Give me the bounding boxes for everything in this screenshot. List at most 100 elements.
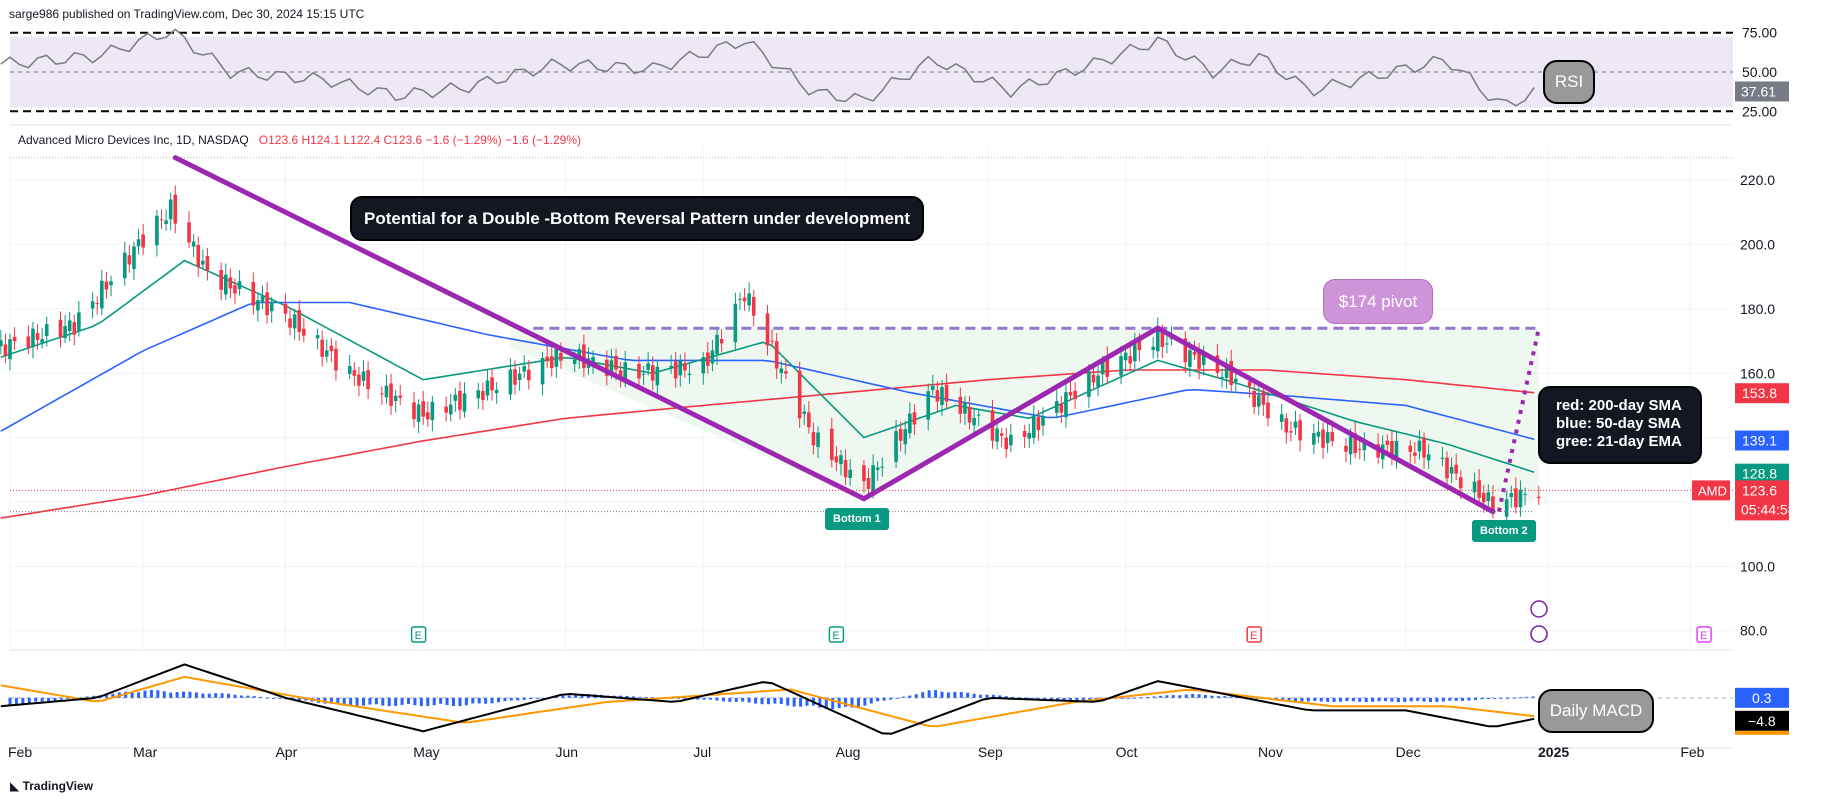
pattern-trend-line bbox=[172, 155, 867, 502]
macd-histogram-bar bbox=[1139, 697, 1143, 699]
macd-histogram-bar bbox=[850, 697, 854, 708]
candle-body bbox=[875, 467, 880, 470]
macd-histogram-bar bbox=[1454, 697, 1458, 701]
macd-histogram-bar bbox=[252, 696, 256, 698]
macd-histogram-bar bbox=[805, 697, 809, 706]
candle-body bbox=[999, 433, 1004, 436]
macd-histogram-bar bbox=[413, 697, 417, 706]
candle-body bbox=[1514, 488, 1518, 508]
candle-body bbox=[618, 370, 623, 378]
candle-body bbox=[1059, 403, 1064, 413]
candle-body bbox=[1289, 431, 1293, 433]
ohlc-values: O123.6 H124.1 L122.4 C123.6 −1.6 (−1.29%… bbox=[258, 133, 581, 147]
candle-body bbox=[701, 357, 706, 374]
candle-body bbox=[848, 469, 852, 478]
candle-body bbox=[228, 277, 233, 289]
macd-histogram-bar bbox=[79, 697, 83, 699]
macd-histogram-bar bbox=[754, 697, 758, 704]
macd-histogram-bar bbox=[509, 697, 513, 701]
candle-body bbox=[1325, 432, 1330, 444]
candle-body bbox=[1293, 421, 1298, 428]
macd-histogram-bar bbox=[1313, 697, 1317, 701]
earnings-icon bbox=[410, 626, 427, 643]
candle-body bbox=[797, 370, 802, 419]
macd-histogram-bar bbox=[535, 697, 539, 699]
candle-body bbox=[834, 456, 839, 463]
earnings-icon-label: E bbox=[1700, 630, 1707, 642]
candle-body bbox=[1408, 445, 1413, 452]
candle-body bbox=[490, 377, 494, 391]
candle-body bbox=[494, 389, 499, 394]
symbol-name[interactable]: Advanced Micro Devices Inc, 1D, NASDAQ bbox=[18, 133, 249, 147]
pivot-note[interactable]: $174 pivot bbox=[1323, 279, 1433, 324]
rsi-badge[interactable]: RSI bbox=[1543, 60, 1595, 104]
candle-body bbox=[577, 349, 582, 358]
macd-histogram-bar bbox=[471, 697, 475, 704]
macd-histogram-bar bbox=[490, 697, 494, 704]
macd-histogram-bar bbox=[1287, 697, 1291, 701]
candle-body bbox=[517, 373, 522, 380]
candle-body bbox=[839, 455, 843, 465]
tradingview-logo[interactable]: ◣ TradingView bbox=[10, 779, 93, 793]
candle-body bbox=[967, 406, 972, 423]
candle-body bbox=[127, 255, 132, 265]
macd-histogram-bar bbox=[561, 695, 565, 698]
candle-body bbox=[412, 402, 416, 420]
macd-histogram-bar bbox=[85, 696, 89, 698]
x-tick-label: Jun bbox=[556, 744, 579, 760]
candle-body bbox=[1247, 381, 1252, 387]
candle-body bbox=[958, 396, 963, 414]
macd-histogram-bar bbox=[40, 697, 44, 702]
candle-body bbox=[926, 391, 931, 420]
legend-line-ema21: gree: 21-day EMA bbox=[1556, 433, 1682, 450]
x-tick-label: May bbox=[413, 744, 439, 760]
candle-body bbox=[329, 345, 334, 352]
macd-histogram-bar bbox=[683, 697, 687, 699]
candle-body bbox=[201, 260, 205, 265]
macd-histogram-bar bbox=[959, 691, 963, 698]
candle-body bbox=[191, 241, 196, 247]
macd-histogram-bar bbox=[451, 697, 455, 706]
macd-histogram-bar bbox=[432, 697, 436, 706]
macd-histogram-bar bbox=[355, 697, 359, 707]
x-tick-label: Dec bbox=[1396, 744, 1421, 760]
candle-body bbox=[44, 324, 49, 336]
pattern-note[interactable]: Potential for a Double -Bottom Reversal … bbox=[350, 196, 924, 241]
macd-histogram-bar bbox=[1126, 697, 1130, 699]
macd-histogram-bar bbox=[946, 692, 950, 698]
candle-body bbox=[40, 339, 44, 343]
candle-body bbox=[1215, 355, 1220, 373]
candle-body bbox=[1445, 457, 1449, 479]
candle-body bbox=[205, 256, 210, 271]
macd-histogram-bar bbox=[104, 694, 108, 698]
macd-histogram-bar bbox=[53, 697, 57, 701]
bottom1-label[interactable]: Bottom 1 bbox=[825, 508, 889, 530]
candle-body bbox=[944, 384, 949, 402]
sma200-line bbox=[0, 369, 1535, 519]
macd-histogram-bar bbox=[445, 697, 449, 706]
macd-hist-tag-bg bbox=[1735, 687, 1789, 708]
macd-histogram-bar bbox=[991, 694, 995, 698]
macd-histogram-bar bbox=[265, 697, 269, 699]
candle-body bbox=[1165, 343, 1169, 345]
candle-body bbox=[8, 339, 12, 360]
bottom2-label[interactable]: Bottom 2 bbox=[1472, 520, 1536, 542]
macd-histogram-bar bbox=[1326, 697, 1330, 702]
candle-body bbox=[1155, 328, 1160, 352]
macd-histogram-bar bbox=[207, 693, 211, 698]
candle-body bbox=[673, 361, 678, 379]
candle-body bbox=[655, 366, 660, 386]
macd-histogram-bar bbox=[516, 697, 520, 701]
macd-histogram-bar bbox=[644, 697, 648, 699]
candle-body bbox=[646, 363, 650, 370]
macd-histogram-bar bbox=[1088, 697, 1092, 701]
candle-body bbox=[912, 412, 917, 425]
macd-histogram-bar bbox=[1383, 697, 1387, 701]
candle-body bbox=[72, 322, 77, 335]
ticker-tag-bg bbox=[1692, 480, 1730, 501]
macd-histogram-bar bbox=[1351, 697, 1355, 702]
ma-legend-note[interactable]: red: 200-day SMA blue: 50-day SMA gree: … bbox=[1538, 386, 1702, 464]
macd-badge[interactable]: Daily MACD bbox=[1538, 689, 1654, 733]
macd-histogram-bar bbox=[1017, 697, 1021, 699]
x-tick-label: Mar bbox=[133, 744, 157, 760]
